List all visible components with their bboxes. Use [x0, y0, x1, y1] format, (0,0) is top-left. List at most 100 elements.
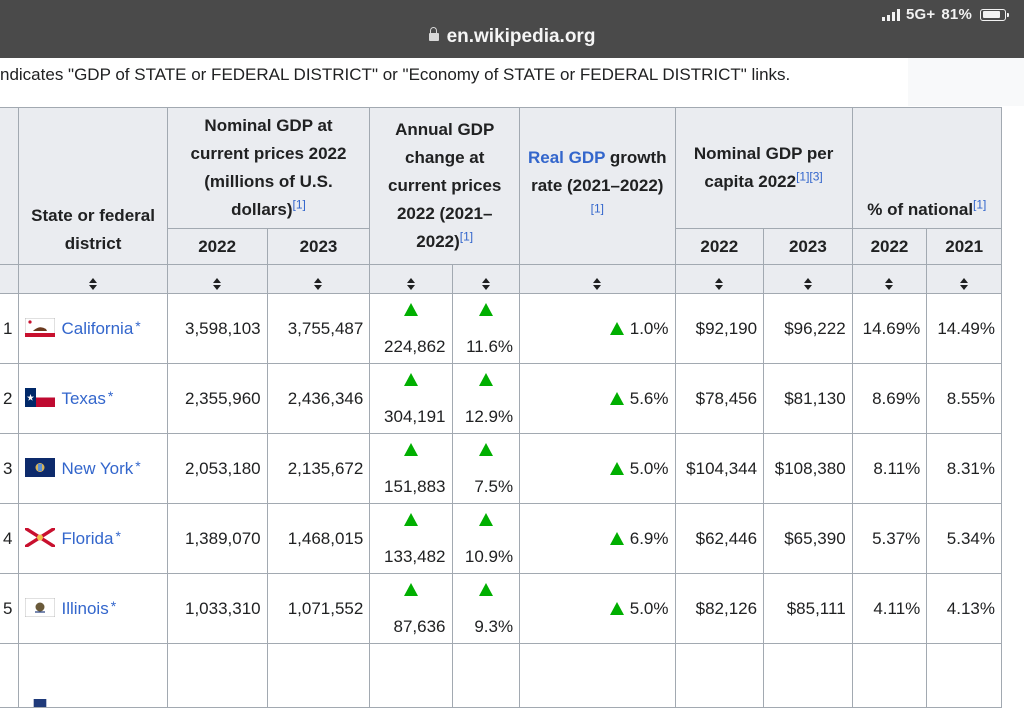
- sort-real-growth[interactable]: [519, 264, 676, 294]
- pc-2022-header: 2022: [674, 228, 765, 265]
- pc-2022-cell: $92,190: [674, 293, 765, 364]
- pc-2022-cell: $62,446: [674, 503, 765, 574]
- real-gdp-ref[interactable]: [1]: [590, 201, 604, 216]
- sort-gdp-2023[interactable]: [266, 264, 371, 294]
- real-growth-cell: 6.9%: [519, 503, 676, 574]
- table-row: 5 Illinois * 1,033,310 1,071,552 87,636 9.3% 5.…: [0, 573, 1002, 644]
- nat-2022-cell: 8.11%: [851, 433, 928, 504]
- state-flag-icon: [25, 388, 56, 407]
- change-abs-cell: 224,862: [369, 293, 453, 364]
- rank-cell: 3: [0, 433, 20, 504]
- battery-percent: 81%: [941, 6, 972, 23]
- increase-icon: [609, 601, 624, 615]
- rank-cell: 2: [0, 363, 20, 434]
- gdp-2022-cell: 1,389,070: [166, 503, 268, 574]
- economy-link[interactable]: *: [135, 318, 141, 334]
- change-pct-value: 7.5%: [474, 477, 514, 496]
- nat-2022-cell: 8.69%: [851, 363, 928, 434]
- change-abs-value: 304,191: [384, 407, 446, 426]
- state-flag-icon: [25, 528, 56, 547]
- pc-2023-cell: $108,380: [763, 433, 853, 504]
- sort-pc-2023[interactable]: [763, 264, 853, 294]
- table-body: 1 California * 3,598,103 3,755,487 224,862 11.…: [0, 293, 1002, 644]
- annual-change-ref[interactable]: [1]: [459, 229, 474, 244]
- table-row: 1 California * 3,598,103 3,755,487 224,862 11.…: [0, 293, 1002, 364]
- per-capita-ref-1[interactable]: [1]: [796, 169, 810, 184]
- real-growth-value: 6.9%: [629, 528, 669, 548]
- pc-2022-cell: $104,344: [674, 433, 765, 504]
- nat-2022-header: 2022: [851, 228, 928, 265]
- nominal-gdp-header: Nominal GDP at current prices 2022 (mill…: [166, 107, 371, 229]
- pct-national-ref[interactable]: [1]: [973, 197, 987, 212]
- gdp-2022-header: 2022: [166, 228, 268, 265]
- real-growth-value: 5.0%: [629, 458, 669, 478]
- change-abs-value: 224,862: [384, 337, 446, 356]
- state-link[interactable]: Illinois: [61, 599, 109, 618]
- real-growth-cell: 5.0%: [519, 573, 676, 644]
- pc-2023-cell: $65,390: [763, 503, 853, 574]
- change-abs-value: 133,482: [384, 547, 446, 566]
- pct-national-label: % of national: [867, 200, 974, 219]
- real-gdp-link[interactable]: Real GDP: [528, 148, 606, 167]
- nat-2021-cell: 8.55%: [926, 363, 1002, 434]
- increase-icon: [403, 513, 418, 526]
- state-link[interactable]: Florida: [61, 529, 114, 548]
- hatnote: ndicates "GDP of STATE or FEDERAL DISTRI…: [0, 58, 908, 106]
- sort-pc-2022[interactable]: [674, 264, 765, 294]
- economy-link[interactable]: *: [115, 528, 121, 544]
- lock-icon: [428, 27, 439, 41]
- annual-change-label: Annual GDP change at current prices 2022…: [388, 120, 502, 251]
- increase-icon: [609, 531, 624, 545]
- increase-icon: [478, 513, 493, 526]
- economy-link[interactable]: *: [110, 598, 117, 614]
- state-cell: New York *: [18, 433, 168, 504]
- table-row-partial: [0, 643, 1002, 708]
- sort-state[interactable]: [18, 264, 168, 294]
- change-pct-value: 11.6%: [466, 337, 514, 356]
- table-row: 2 Texas * 2,355,960 2,436,346 304,191 12.9% 5.6…: [0, 363, 1002, 434]
- nat-2021-cell: 14.49%: [926, 293, 1002, 364]
- change-abs-cell: 151,883: [369, 433, 453, 504]
- change-pct-value: 12.9%: [464, 407, 514, 426]
- address-bar[interactable]: en.wikipedia.org: [0, 26, 1024, 48]
- pc-2023-header: 2023: [763, 228, 853, 265]
- real-growth-value: 5.0%: [629, 598, 669, 618]
- battery-icon: [980, 8, 1009, 21]
- sort-change-abs[interactable]: [369, 264, 453, 294]
- gdp-2022-cell: 2,355,960: [166, 363, 268, 434]
- sort-nat-2022[interactable]: [851, 264, 928, 294]
- sort-rank[interactable]: [0, 264, 20, 294]
- pc-2023-cell: $96,222: [763, 293, 853, 364]
- pc-2022-cell: $82,126: [674, 573, 765, 644]
- state-link[interactable]: California: [61, 319, 134, 338]
- gdp-table: State or federal district Nominal GDP at…: [0, 107, 1003, 708]
- economy-link[interactable]: *: [107, 388, 114, 404]
- rank-cell: 4: [0, 503, 20, 574]
- nominal-gdp-ref[interactable]: [1]: [292, 197, 306, 212]
- gdp-2023-cell: 1,468,015: [266, 503, 371, 574]
- sort-nat-2021[interactable]: [926, 264, 1002, 294]
- state-link[interactable]: Texas: [61, 389, 106, 408]
- change-abs-value: 87,636: [393, 617, 446, 636]
- real-gdp-label: growth rate (2021–2022): [531, 148, 667, 195]
- real-gdp-header: Real GDP growth rate (2021–2022) [1]: [519, 107, 676, 265]
- state-cell: Illinois *: [18, 573, 168, 644]
- sort-change-pct[interactable]: [451, 264, 521, 294]
- state-header: State or federal district: [18, 107, 168, 265]
- status-bar: 5G+ 81%: [882, 6, 1009, 23]
- increase-icon: [478, 303, 493, 316]
- table-row: 4 Florida * 1,389,070 1,468,015 133,482 10.9% 6…: [0, 503, 1002, 574]
- gdp-2023-header: 2023: [266, 228, 371, 265]
- state-link[interactable]: New York: [61, 459, 134, 478]
- pct-national-header: % of national[1]: [851, 107, 1003, 229]
- per-capita-ref-2[interactable]: [3]: [809, 169, 823, 184]
- nat-2021-cell: 8.31%: [926, 433, 1002, 504]
- state-flag-icon: [25, 598, 56, 617]
- economy-link[interactable]: *: [135, 458, 141, 474]
- increase-icon: [403, 583, 418, 596]
- gdp-2023-cell: 2,135,672: [266, 433, 371, 504]
- sort-gdp-2022[interactable]: [166, 264, 268, 294]
- gdp-2023-cell: 3,755,487: [266, 293, 371, 364]
- increase-icon: [478, 443, 493, 456]
- table-row: 3 New York * 2,053,180 2,135,672 151,883 7.5% 5…: [0, 433, 1002, 504]
